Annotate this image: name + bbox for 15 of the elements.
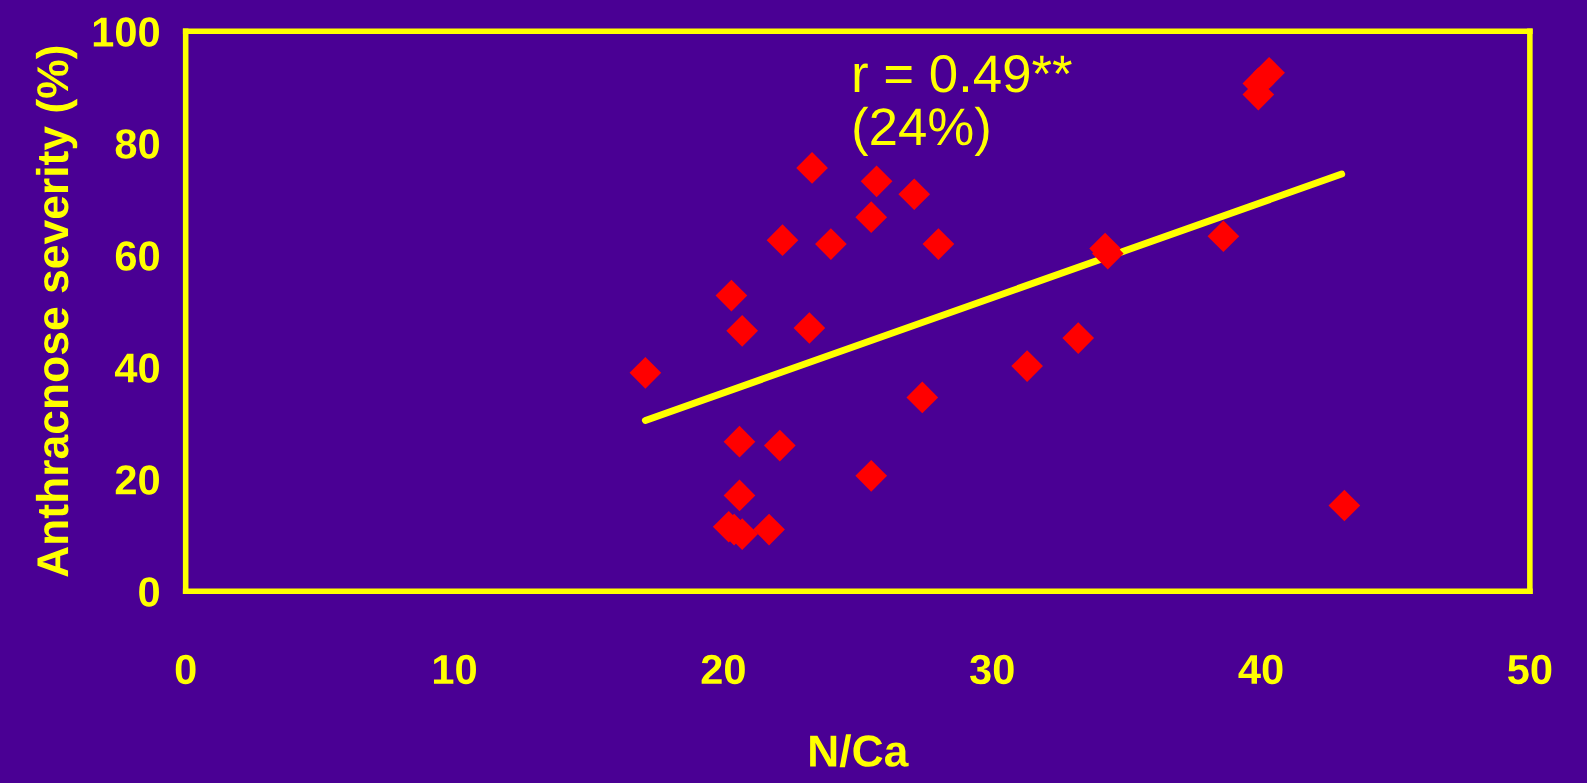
x-tick-label: 0 [175, 654, 196, 685]
y-axis-title: Anthracnose severity (%) [35, 46, 78, 577]
x-tick-label: 40 [1238, 654, 1283, 685]
y-tick-label: 40 [114, 353, 159, 383]
x-axis-title: N/Ca [810, 734, 909, 768]
y-tick-label: 0 [139, 577, 159, 607]
y-tick-label: 100 [93, 17, 159, 47]
x-tick-label: 30 [969, 654, 1014, 685]
y-tick-label: 80 [115, 129, 159, 159]
x-tick-label: 20 [701, 654, 745, 685]
y-tick-label: 20 [115, 465, 159, 495]
x-tick-label: 50 [1507, 654, 1552, 685]
annotation: r = 0.49** (24%) [854, 55, 1072, 156]
x-tick-label: 10 [433, 654, 476, 685]
y-tick-label: 60 [115, 241, 159, 271]
